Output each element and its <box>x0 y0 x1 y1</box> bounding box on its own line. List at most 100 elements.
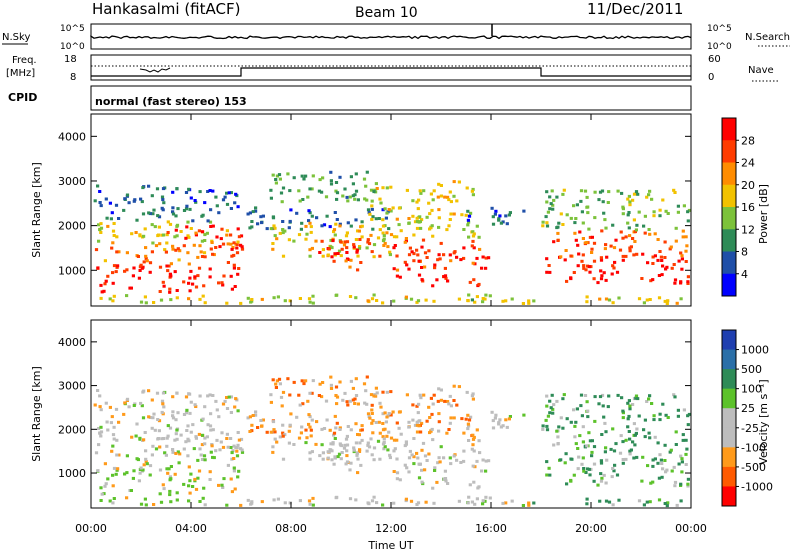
velocity-heatmap <box>93 375 691 508</box>
velocity-cell <box>472 449 476 453</box>
power-cell <box>196 274 200 278</box>
power-cell <box>600 229 604 233</box>
velocity-cell <box>576 447 580 450</box>
velocity-cell <box>473 465 477 469</box>
velocity-cell <box>304 441 308 445</box>
power-cell <box>341 194 345 198</box>
velocity-cell <box>563 461 567 465</box>
velocity-cell <box>112 497 116 500</box>
power-cell <box>446 279 450 283</box>
velocity-cell <box>186 424 190 428</box>
power-cell <box>565 213 569 217</box>
velocity-cell <box>672 465 676 469</box>
power-cell <box>306 195 310 199</box>
velocity-cell <box>142 438 146 442</box>
power-cell <box>147 184 151 188</box>
power-cell <box>235 251 240 255</box>
power-cell <box>431 284 435 288</box>
velocity-cell <box>576 467 580 471</box>
power-cell <box>377 217 381 220</box>
power-cell <box>147 211 151 215</box>
power-cell <box>471 193 475 197</box>
velocity-cell <box>329 375 333 379</box>
power-cell <box>611 301 615 305</box>
velocity-cell <box>467 439 471 442</box>
velocity-cell <box>585 497 589 501</box>
power-cell <box>360 224 364 228</box>
velocity-cell <box>395 471 400 475</box>
power-cell <box>152 301 156 304</box>
velocity-cell <box>192 447 196 451</box>
power-cell <box>218 245 222 249</box>
velocity-cell <box>637 414 641 418</box>
power-cell <box>680 254 684 258</box>
power-cell <box>604 226 608 230</box>
velocity-cell <box>579 404 583 408</box>
velocity-cell <box>545 428 550 432</box>
velocity-cell <box>171 450 175 454</box>
power-cell <box>365 246 369 250</box>
velocity-cell <box>174 418 178 422</box>
power-cell <box>471 234 476 238</box>
power-cell <box>158 242 162 246</box>
velocity-cell <box>415 420 419 424</box>
velocity-cell <box>686 482 690 486</box>
power-cell <box>287 226 291 230</box>
velocity-cell <box>175 437 179 441</box>
power-cell <box>214 195 218 199</box>
cpid-panel <box>90 85 692 111</box>
velocity-cell <box>115 468 119 472</box>
power-cell <box>427 201 431 205</box>
colorbar-swatch <box>722 486 736 507</box>
power-cell <box>381 218 385 222</box>
velocity-cell <box>636 397 640 401</box>
power-cell <box>642 301 646 305</box>
power-cell <box>545 270 549 274</box>
velocity-cell <box>189 472 193 476</box>
power-cell <box>593 216 597 220</box>
power-cell <box>179 230 183 233</box>
power-cell <box>99 204 103 208</box>
velocity-cell <box>617 498 621 502</box>
power-cell <box>383 241 387 245</box>
power-cell <box>621 207 625 211</box>
power-cell <box>330 255 334 259</box>
power-cell <box>137 276 141 280</box>
velocity-cell <box>175 491 179 495</box>
velocity-cell <box>459 461 463 464</box>
power-cell <box>211 252 215 256</box>
velocity-cell <box>162 487 166 491</box>
velocity-cell <box>452 416 456 420</box>
power-cell <box>466 209 470 213</box>
power-cell <box>586 211 590 215</box>
power-cell <box>150 223 154 227</box>
power-cell <box>353 197 357 201</box>
velocity-cell <box>96 389 100 392</box>
power-cell <box>545 224 550 228</box>
velocity-cell <box>447 428 451 431</box>
power-cell <box>449 259 453 263</box>
power-cell <box>651 255 655 259</box>
power-cell <box>165 264 169 268</box>
velocity-cell <box>333 455 337 459</box>
power-cell <box>227 191 231 195</box>
power-cell <box>166 220 170 224</box>
velocity-cell <box>491 419 495 423</box>
velocity-cell <box>648 436 652 440</box>
colorbar-swatch <box>722 251 736 275</box>
velocity-cell <box>664 470 668 474</box>
velocity-cell <box>220 431 224 435</box>
velocity-cell <box>586 467 590 471</box>
velocity-cell <box>367 415 371 418</box>
velocity-cell <box>227 395 231 399</box>
power-cell <box>175 224 179 228</box>
velocity-cell <box>578 434 582 438</box>
velocity-cell <box>338 428 342 431</box>
velocity-cell <box>661 402 665 406</box>
power-cell <box>658 208 662 212</box>
power-cell <box>168 290 172 294</box>
power-cell <box>187 187 191 191</box>
velocity-cell <box>145 462 149 466</box>
power-cell <box>112 294 116 298</box>
power-cell <box>650 197 654 201</box>
